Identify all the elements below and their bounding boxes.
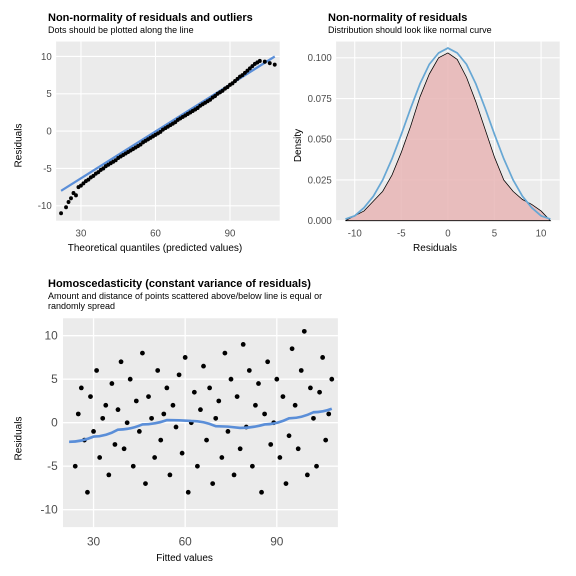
svg-text:-10: -10: [38, 201, 52, 212]
qq-title: Non-normality of residuals and outliers: [48, 12, 284, 24]
svg-text:60: 60: [150, 228, 161, 239]
svg-text:90: 90: [270, 535, 284, 549]
svg-text:30: 30: [76, 228, 87, 239]
homo-ylabel: Residuals: [14, 417, 25, 461]
qq-xlabel: Theoretical quantiles (predicted values): [26, 243, 284, 254]
qq-ylabel: Residuals: [14, 124, 25, 168]
qq-plot-cell: Non-normality of residuals and outliers …: [12, 12, 284, 254]
svg-text:-5: -5: [47, 459, 58, 473]
svg-text:60: 60: [179, 535, 193, 549]
homo-xlabel: Fitted values: [26, 553, 343, 564]
density-ylabel: Density: [294, 129, 305, 162]
svg-text:5: 5: [46, 89, 52, 100]
qq-subtitle: Dots should be plotted along the line: [48, 25, 284, 35]
svg-text:0: 0: [46, 126, 52, 137]
svg-text:-5: -5: [43, 164, 52, 175]
svg-text:0.025: 0.025: [308, 175, 333, 186]
diagnostic-plots-grid: Non-normality of residuals and outliers …: [12, 12, 564, 564]
density-xlabel: Residuals: [306, 243, 564, 254]
svg-text:10: 10: [41, 52, 52, 63]
svg-text:0: 0: [51, 416, 58, 430]
svg-text:5: 5: [492, 228, 498, 239]
density-plot-cell: Non-normality of residuals Distribution …: [292, 12, 564, 254]
density-plot: -10 -5 0 5 10 0.000 0.025 0.050 0.075 0.100: [306, 37, 564, 241]
svg-text:10: 10: [45, 329, 59, 343]
homo-title: Homoscedasticity (constant variance of r…: [48, 278, 343, 290]
svg-text:0.100: 0.100: [308, 53, 333, 64]
svg-text:30: 30: [87, 535, 101, 549]
svg-text:-10: -10: [348, 228, 362, 239]
svg-text:0: 0: [445, 228, 451, 239]
qq-plot: 30 60 90 -10 -5 0 5 10: [26, 37, 284, 241]
density-subtitle: Distribution should look like normal cur…: [328, 25, 564, 35]
svg-text:0.000: 0.000: [308, 216, 333, 227]
svg-text:-10: -10: [41, 503, 59, 517]
svg-text:5: 5: [51, 372, 58, 386]
svg-text:0.050: 0.050: [308, 134, 333, 145]
svg-text:-5: -5: [397, 228, 406, 239]
homo-plot-cell: Homoscedasticity (constant variance of r…: [12, 278, 343, 564]
svg-text:10: 10: [536, 228, 547, 239]
svg-text:90: 90: [225, 228, 236, 239]
density-title: Non-normality of residuals: [328, 12, 564, 24]
homo-subtitle: Amount and distance of points scattered …: [48, 291, 343, 311]
homo-plot: 30 60 90 -10 -5 0 5 10: [26, 313, 343, 551]
svg-text:0.075: 0.075: [308, 94, 333, 105]
